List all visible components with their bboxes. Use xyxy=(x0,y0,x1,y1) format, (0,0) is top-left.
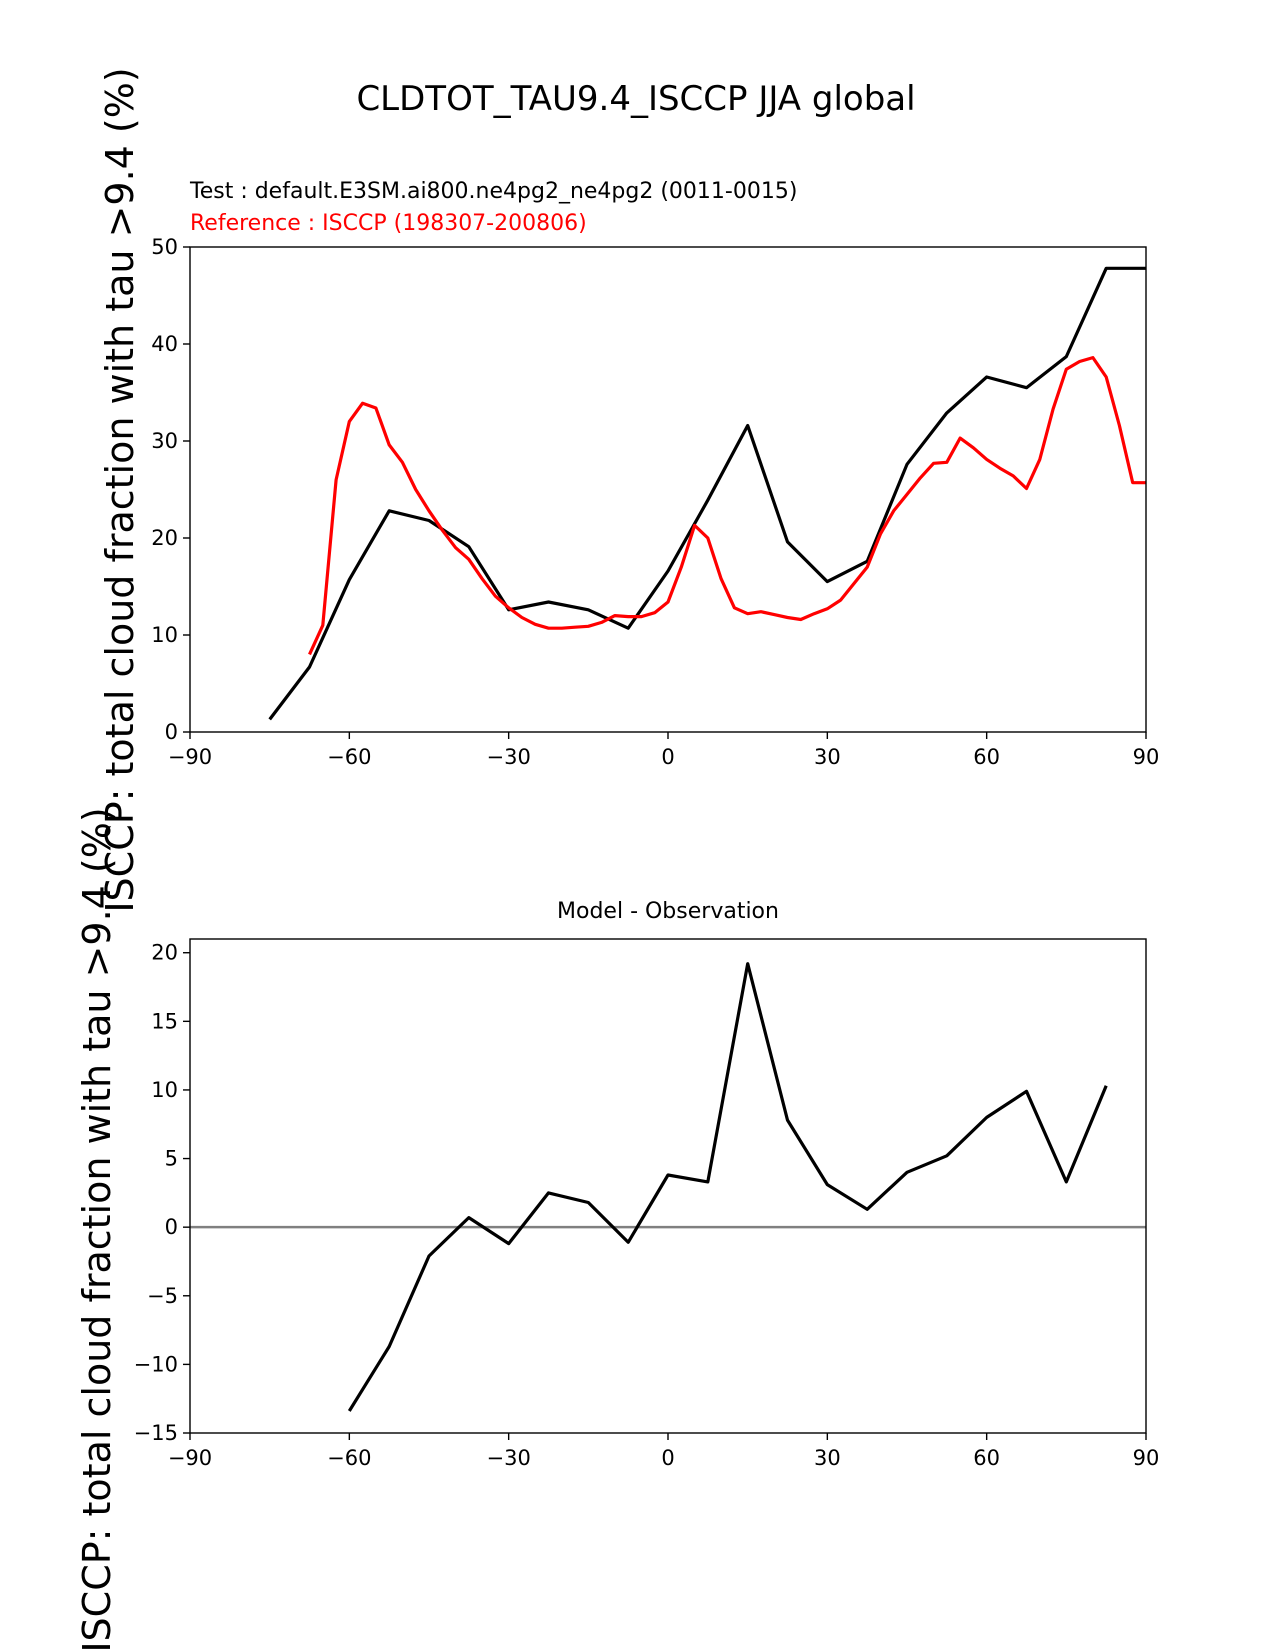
series-line-0 xyxy=(347,962,1108,1412)
plot-frame xyxy=(189,246,1147,733)
y-tick-label: 40 xyxy=(151,332,178,356)
x-tick-label: −30 xyxy=(487,745,531,769)
test-label: Test : default.E3SM.ai800.ne4pg2_ne4pg2 … xyxy=(189,179,797,204)
x-tick-label: 0 xyxy=(661,745,674,769)
x-tick-label: −30 xyxy=(487,1446,531,1470)
x-tick-label: 30 xyxy=(814,745,841,769)
y-tick-label: 5 xyxy=(165,1147,178,1171)
y-tick-label: 10 xyxy=(151,1078,178,1102)
y-tick-label: 0 xyxy=(165,1215,178,1239)
figure-title: CLDTOT_TAU9.4_ISCCP JJA global xyxy=(356,79,915,119)
bottom-chart-title: Model - Observation xyxy=(557,899,779,924)
y-tick-label: 20 xyxy=(151,941,178,965)
y-tick-label: 10 xyxy=(151,623,178,647)
y-tick-label: −15 xyxy=(134,1421,178,1445)
x-tick-label: −60 xyxy=(327,1446,371,1470)
x-tick-label: 30 xyxy=(814,1446,841,1470)
reference-label: Reference : ISCCP (198307-200806) xyxy=(190,211,587,236)
x-tick-label: 0 xyxy=(661,1446,674,1470)
series-line-1 xyxy=(308,356,1146,656)
x-tick-label: 90 xyxy=(1133,745,1160,769)
y-tick-label: 20 xyxy=(151,526,178,550)
y-tick-label: 15 xyxy=(151,1009,178,1033)
x-tick-label: 90 xyxy=(1133,1446,1160,1470)
y-tick-label: −5 xyxy=(147,1284,178,1308)
difference-line-chart: −90 −60 −30 0 30 60 90 −15 −10 −5 0 5 10 15 20 xyxy=(134,938,1160,1470)
x-tick-label: −90 xyxy=(168,1446,212,1470)
y-tick-label: 0 xyxy=(165,720,178,744)
x-tick-label: −90 xyxy=(168,745,212,769)
x-tick-label: −60 xyxy=(327,745,371,769)
y-tick-label: −10 xyxy=(134,1352,178,1376)
plot-frame xyxy=(189,938,1147,1434)
y-tick-label: 50 xyxy=(151,235,178,259)
top-line-chart: −90 −60 −30 0 30 60 90 0 10 20 30 40 50 xyxy=(151,235,1159,769)
y-tick-label: 30 xyxy=(151,429,178,453)
x-tick-label: 60 xyxy=(973,1446,1000,1470)
x-tick-label: 60 xyxy=(973,745,1000,769)
series-line-0 xyxy=(268,266,1146,721)
top-y-axis-label: ISCCP: total cloud fraction with tau >9.… xyxy=(98,67,142,912)
bottom-y-axis-label: ISCCP: total cloud fraction with tau >9.… xyxy=(75,807,119,1650)
